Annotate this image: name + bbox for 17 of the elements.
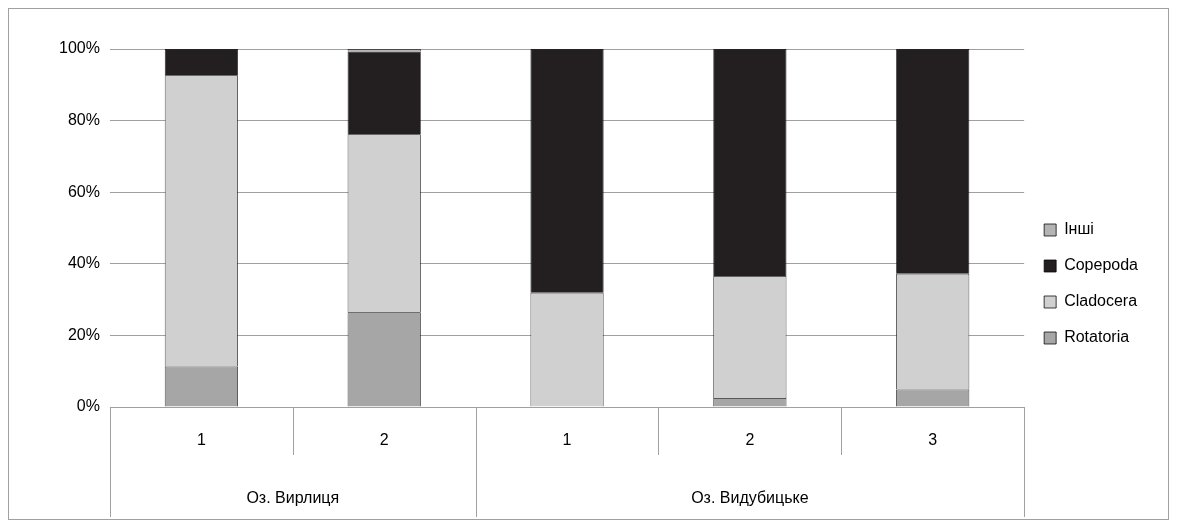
text: Оз. Вирлиця — [246, 489, 340, 507]
y-tick-label: 80% — [67, 111, 100, 129]
x-tick-label: 2 — [379, 431, 389, 449]
y-tick-label: 0% — [76, 397, 100, 415]
text: Оз. Видубицьке — [691, 489, 809, 507]
x-tick-label: 1 — [562, 431, 572, 449]
x-tick-label: 3 — [928, 431, 938, 449]
x-tick-label: 1 — [196, 431, 206, 449]
y-tick-label: 20% — [67, 325, 100, 343]
y-tick-label: 100% — [59, 39, 100, 57]
legend-label: Copepoda — [1064, 256, 1139, 274]
x-tick-label: 2 — [745, 431, 755, 449]
legend-label: Cladocera — [1064, 292, 1138, 310]
y-tick-label: 40% — [67, 254, 100, 272]
y-tick-label: 60% — [67, 182, 100, 200]
legend-label: Інші — [1064, 220, 1094, 238]
legend-label: Rotatoria — [1064, 328, 1130, 346]
